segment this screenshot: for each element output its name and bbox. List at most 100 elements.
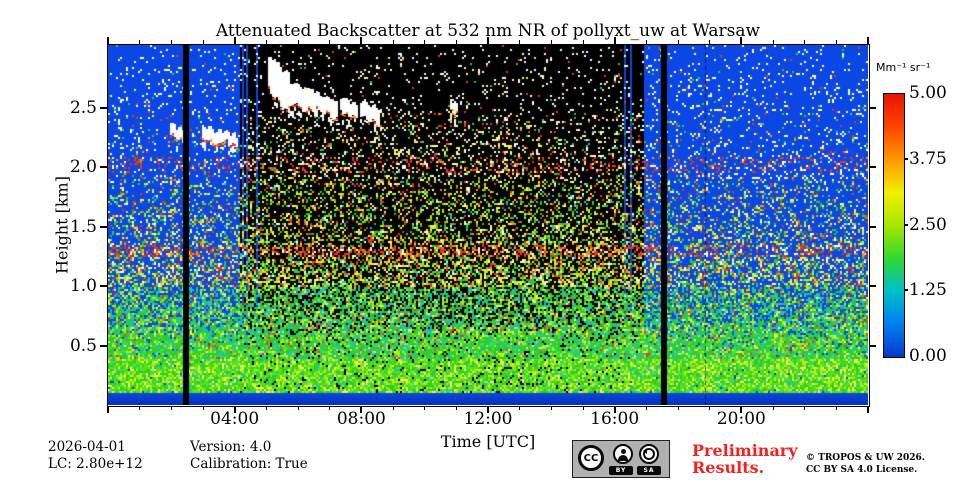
y-tick-major [100,344,107,347]
backscatter-heatmap [108,45,868,405]
x-tick-minor [297,406,299,410]
x-tick-minor [424,406,426,410]
person-head-icon [620,448,626,454]
x-tick-minor [804,406,806,410]
x-tick-major-top [867,37,869,44]
x-tick-minor [392,406,394,410]
colorbar-tick [904,157,908,160]
x-tick-minor-top [392,40,394,44]
colorbar [883,93,905,358]
x-tick-minor-top [139,40,141,44]
x-axis-label: Time [UTC] [440,432,536,451]
x-tick-major-top [360,37,363,44]
y-tick-label: 0.5 [69,335,97,356]
x-tick-minor-top [297,40,299,44]
x-tick-major-top [233,37,236,44]
date-label: 2026-04-01 [48,439,126,455]
x-tick-major-top [487,37,489,44]
x-tick-minor [139,406,141,410]
x-tick-minor [170,406,172,410]
lidar-constant-label: LC: 2.80e+12 [48,456,143,472]
colorbar-unit-label: Mm⁻¹ sr⁻¹ [876,61,931,74]
x-tick-minor [329,406,331,410]
colorbar-tick-label: 3.75 [909,148,947,169]
colorbar-tick-label: 5.00 [909,83,947,103]
x-tick-label: 08:00 [336,409,386,429]
cc-by-label: BY [609,466,633,475]
chart-title: Attenuated Backscatter at 532 nm NR of p… [215,21,761,41]
person-body-icon [618,454,628,461]
x-tick-minor [835,406,837,410]
x-tick-major [867,406,869,413]
preliminary-results-note: Preliminary Results. [692,442,798,476]
cc-sa-label: SA [637,466,661,475]
y-tick-label: 1.5 [69,216,97,237]
x-tick-minor [265,406,267,410]
colorbar-tick-label: 0.00 [909,346,947,366]
colorbar-tick-label: 2.50 [909,214,947,235]
x-tick-minor-top [772,40,774,44]
x-tick-minor-top [835,40,837,44]
x-tick-major [740,406,743,413]
y-tick-major-right [869,166,876,169]
x-tick-minor-top [329,40,331,44]
x-tick-minor-top [519,40,521,44]
cc-license-badge: CC BY SA [572,440,670,478]
x-tick-major-top [613,37,616,44]
x-tick-minor-top [677,40,679,44]
x-tick-major-top [740,37,743,44]
colorbar-tick-label: 1.25 [909,280,947,301]
copyright-note: © TROPOS & UW 2026. CC BY SA 4.0 License… [806,453,925,476]
copyright-line2: CC BY SA 4.0 License. [806,464,918,475]
y-tick-major [100,166,107,169]
x-tick-minor-top [804,40,806,44]
share-alike-arrowhead-icon [640,448,647,454]
colorbar-tick [904,223,908,226]
x-tick-major [487,406,489,413]
x-tick-minor [582,406,584,410]
calibration-label: Calibration: True [190,456,308,472]
cc-sa-arrow-icon [639,444,659,464]
x-tick-minor-top [202,40,204,44]
footer-mid: Version: 4.0 Calibration: True [190,439,308,473]
x-tick-minor-top [709,40,711,44]
x-tick-label: 04:00 [210,409,260,429]
x-tick-minor-top [455,40,457,44]
x-tick-label: 20:00 [716,409,766,429]
x-tick-minor-top [582,40,584,44]
x-tick-minor-top [645,40,647,44]
x-tick-minor [519,406,521,410]
y-tick-label: 2.5 [69,97,97,118]
x-tick-minor-top [550,40,552,44]
footer-left: 2026-04-01 LC: 2.80e+12 [48,439,143,473]
version-label: Version: 4.0 [190,439,272,455]
cc-by-person-icon [613,444,633,464]
x-tick-minor [550,406,552,410]
y-tick-major [100,106,107,109]
x-tick-major [360,406,363,413]
x-tick-minor-top [170,40,172,44]
colorbar-tick [904,289,908,292]
preliminary-line1: Preliminary [692,441,798,460]
x-tick-minor-top [424,40,426,44]
x-tick-minor [677,406,679,410]
x-tick-minor [202,406,204,410]
x-tick-minor [645,406,647,410]
y-tick-major-right [869,225,876,228]
x-tick-major [233,406,236,413]
y-tick-label: 1.0 [69,276,97,297]
y-tick-label: 2.0 [69,157,97,178]
copyright-line1: © TROPOS & UW 2026. [806,453,925,463]
x-tick-minor [455,406,457,410]
x-tick-minor [709,406,711,410]
y-tick-major-right [869,285,876,288]
y-tick-major-right [869,344,876,347]
y-tick-major-right [869,106,876,109]
x-tick-label: 16:00 [590,409,640,429]
x-tick-minor [772,406,774,410]
x-tick-minor-top [265,40,267,44]
y-axis-label: Height [km] [52,176,72,274]
x-tick-major [107,406,109,413]
x-tick-major [613,406,616,413]
